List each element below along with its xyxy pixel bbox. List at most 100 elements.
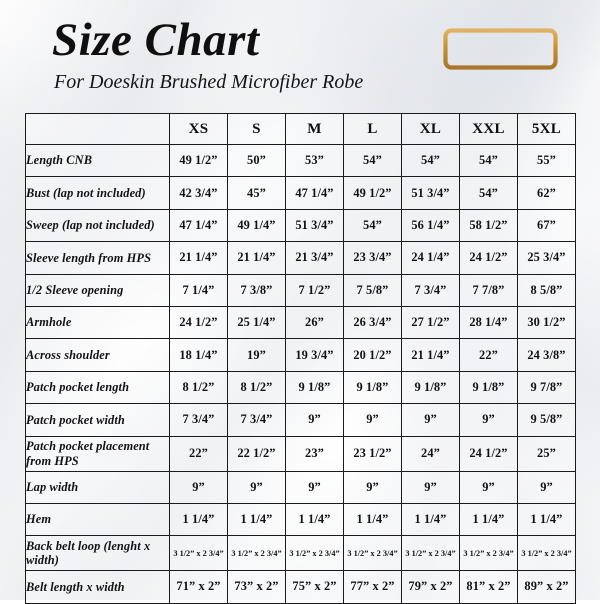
row-label: Patch pocket length (25, 370, 170, 405)
cell-value: 21 1/4” (169, 241, 228, 275)
cell-value: 49 1/2” (343, 176, 402, 210)
cell-value: 21 1/4” (401, 338, 460, 372)
cell-value: 75” x 2” (285, 570, 344, 604)
cell-value: 62” (517, 176, 576, 210)
cell-value: 9” (459, 403, 518, 437)
cell-value: 20 1/2” (343, 338, 402, 372)
table-row: Armhole 24 1/2” 25 1/4” 26” 26 3/4” 27 1… (25, 305, 576, 340)
cell-value: 7 5/8” (343, 273, 402, 307)
page-title: Size Chart (52, 14, 260, 66)
row-label: Sweep (lap not included) (25, 208, 170, 243)
table-row: Patch pocket length 8 1/2” 8 1/2” 9 1/8”… (25, 370, 576, 405)
table-row: Across shoulder 18 1/4” 19” 19 3/4” 20 1… (25, 338, 576, 372)
cell-value: 9 1/8” (343, 370, 402, 405)
cell-value: 9 1/8” (285, 370, 344, 405)
cell-value: 22 1/2” (227, 435, 286, 472)
cell-value: 55” (517, 143, 576, 178)
cell-value: 3 1/2” x 2 3/4” (285, 535, 344, 572)
cell-value: 77” x 2” (343, 570, 402, 604)
cell-value: 9” (285, 403, 344, 437)
cell-value: 28 1/4” (459, 305, 518, 340)
cell-value: 9” (343, 403, 402, 437)
cell-value: 81” x 2” (459, 570, 518, 604)
cell-value: 71” x 2” (169, 570, 228, 604)
cell-value: 8 1/2” (227, 370, 286, 405)
row-label: Bust (lap not included) (25, 176, 170, 210)
cell-value: 9” (169, 470, 228, 504)
cell-value: 3 1/2” x 2 3/4” (517, 535, 576, 572)
cell-value: 9” (285, 470, 344, 504)
row-label: Hem (25, 502, 170, 537)
row-label: Sleeve length from HPS (25, 241, 170, 275)
cell-value: 42 3/4” (169, 176, 228, 210)
cell-value: 9” (401, 403, 460, 437)
cell-value: 25 1/4” (227, 305, 286, 340)
cell-value: 51 3/4” (285, 208, 344, 243)
cell-value: 9” (459, 470, 518, 504)
cell-value: 3 1/2” x 2 3/4” (343, 535, 402, 572)
cell-value: 3 1/2” x 2 3/4” (459, 535, 518, 572)
row-label: Belt length x width (25, 570, 170, 604)
cell-value: 54” (343, 208, 402, 243)
cell-value: 24 1/4” (401, 241, 460, 275)
row-label: Length CNB (25, 143, 170, 178)
cell-value: 23 1/2” (343, 435, 402, 472)
cell-value: 47 1/4” (169, 208, 228, 243)
row-label: Patch pocket width (25, 403, 170, 437)
cell-value: 9” (401, 470, 460, 504)
column-header-m: M (285, 113, 344, 145)
cell-value: 1 1/4” (343, 502, 402, 537)
cell-value: 54” (459, 176, 518, 210)
column-header-5xl: 5XL (517, 113, 576, 145)
row-label: Armhole (25, 305, 170, 340)
cell-value: 21 1/4” (227, 241, 286, 275)
row-label: Patch pocket placement from HPS (25, 435, 170, 472)
cell-value: 24” (401, 435, 460, 472)
cell-value: 7 3/4” (227, 403, 286, 437)
cell-value: 9” (517, 470, 576, 504)
cell-value: 23 3/4” (343, 241, 402, 275)
cell-value: 73” x 2” (227, 570, 286, 604)
cell-value: 24 1/2” (169, 305, 228, 340)
column-header-xl: XL (401, 113, 460, 145)
cell-value: 58 1/2” (459, 208, 518, 243)
chart-header: Size Chart For Doeskin Brushed Microfibe… (0, 0, 600, 108)
cell-value: 7 3/4” (169, 403, 228, 437)
header-corner-cell (25, 113, 170, 145)
cell-value: 7 1/2” (285, 273, 344, 307)
cell-value: 49 1/2” (169, 143, 228, 178)
cell-value: 3 1/2” x 2 3/4” (227, 535, 286, 572)
column-header-xxl: XXL (459, 113, 518, 145)
cell-value: 50” (227, 143, 286, 178)
row-label: Across shoulder (25, 338, 170, 372)
table-row: 1/2 Sleeve opening 7 1/4” 7 3/8” 7 1/2” … (25, 273, 576, 307)
row-label: 1/2 Sleeve opening (25, 273, 170, 307)
table-row: Bust (lap not included) 42 3/4” 45” 47 1… (25, 176, 576, 210)
cell-value: 1 1/4” (517, 502, 576, 537)
cell-value: 22” (169, 435, 228, 472)
cell-value: 21 3/4” (285, 241, 344, 275)
row-label: Back belt loop (lenght x width) (25, 535, 170, 572)
cell-value: 7 1/4” (169, 273, 228, 307)
cell-value: 49 1/4” (227, 208, 286, 243)
cell-value: 24 3/8” (517, 338, 576, 372)
cell-value: 9” (227, 470, 286, 504)
cell-value: 45” (227, 176, 286, 210)
table-row: Length CNB 49 1/2” 50” 53” 54” 54” 54” 5… (25, 143, 576, 178)
cell-value: 19” (227, 338, 286, 372)
cell-value: 53” (285, 143, 344, 178)
cell-value: 51 3/4” (401, 176, 460, 210)
cell-value: 1 1/4” (169, 502, 228, 537)
cell-value: 26 3/4” (343, 305, 402, 340)
cell-value: 3 1/2” x 2 3/4” (169, 535, 228, 572)
cell-value: 8 1/2” (169, 370, 228, 405)
cell-value: 1 1/4” (227, 502, 286, 537)
column-header-l: L (343, 113, 402, 145)
cell-value: 7 7/8” (459, 273, 518, 307)
table-row: Belt length x width 71” x 2” 73” x 2” 75… (25, 570, 576, 604)
cell-value: 9” (343, 470, 402, 504)
cell-value: 22” (459, 338, 518, 372)
table-row: Patch pocket placement from HPS 22” 22 1… (25, 435, 576, 472)
cell-value: 9 7/8” (517, 370, 576, 405)
